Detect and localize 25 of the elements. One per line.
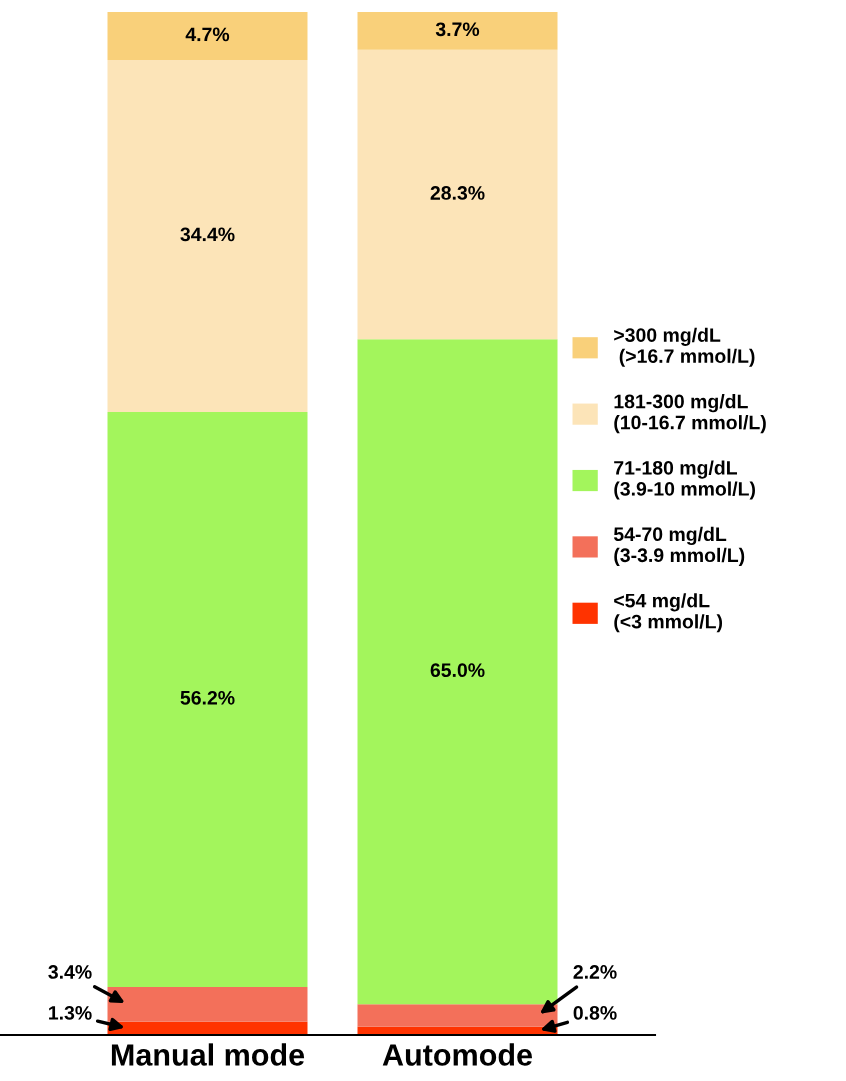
x-tick-label: Manual mode [111,1043,305,1066]
data-label: 1.3% [49,1005,92,1020]
x-tick-label: Automode [382,1043,532,1066]
data-label: 4.7% [185,27,230,42]
data-label: 34.4% [180,227,235,242]
legend-label: 54-70 mg/dL (3-3.9 mmol/L) [613,526,745,566]
data-label: 2.2% [573,965,617,979]
data-label: 28.3% [430,186,485,200]
data-label: 0.8% [573,1005,617,1020]
bar [107,60,308,412]
bar [357,339,558,1005]
bar [107,411,308,987]
bar [107,12,308,61]
data-label: 56.2% [180,690,235,705]
bar [357,49,558,340]
legend-label: >300 mg/dL (>16.7 mmol/L) [614,327,755,367]
bar [357,1004,558,1027]
legend-label: <54 mg/dL (<3 mmol/L) [614,593,723,633]
bar [357,12,558,50]
legend-label: 181-300 mg/dL (10-16.7 mmol/L) [614,394,766,434]
bar [107,986,308,1022]
data-label: 3.4% [48,965,92,979]
data-label: 3.7% [435,22,480,37]
legend-label: 71-180 mg/dL (3.9-10 mmol/L) [614,460,755,500]
data-label: 65.0% [430,663,485,678]
